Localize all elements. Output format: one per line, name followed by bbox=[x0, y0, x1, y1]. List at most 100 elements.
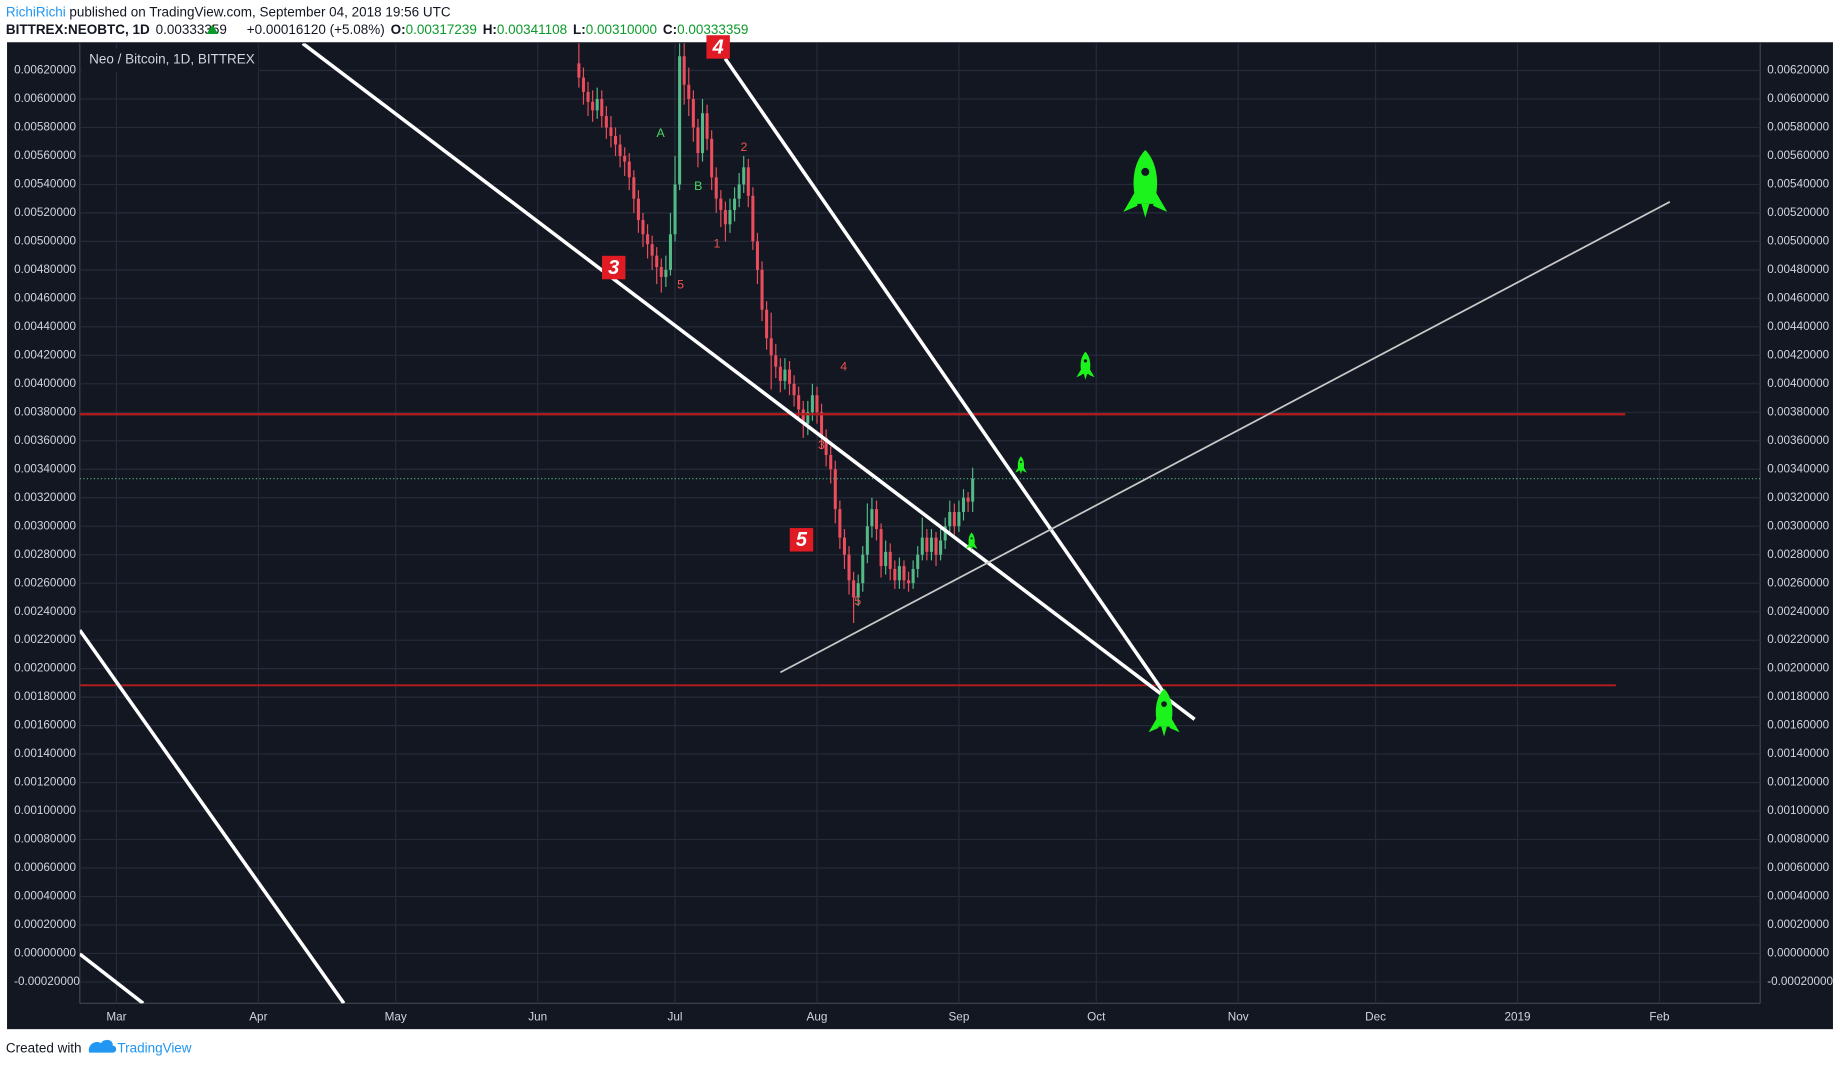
y-tick-label: 0.00280000 bbox=[14, 548, 76, 561]
y-tick-label-right: 0.00620000 bbox=[1767, 64, 1829, 77]
y-tick-label-right: 0.00420000 bbox=[1767, 348, 1829, 361]
y-tick-label: 0.00560000 bbox=[14, 149, 76, 162]
candle-body bbox=[751, 195, 755, 242]
y-tick-label: 0.00160000 bbox=[14, 719, 76, 732]
candle-body bbox=[728, 210, 732, 225]
y-tick-label-right: 0.00580000 bbox=[1767, 121, 1829, 134]
brand: TradingView bbox=[117, 1041, 191, 1056]
candle-body bbox=[852, 580, 856, 598]
candle-body bbox=[801, 409, 805, 424]
candle-body bbox=[710, 138, 714, 178]
candle-body bbox=[774, 355, 778, 367]
candle-body bbox=[888, 551, 892, 569]
wave-marker-box bbox=[601, 255, 626, 280]
low-value: 0.00310000 bbox=[586, 22, 657, 37]
candle-body bbox=[961, 497, 966, 512]
y-tick-label: 0.00500000 bbox=[14, 234, 76, 247]
grid bbox=[79, 43, 1761, 1004]
low-label: L: bbox=[573, 22, 586, 37]
candle-body bbox=[659, 267, 663, 277]
publish-line: RichiRichi published on TradingView.com, … bbox=[6, 4, 451, 19]
last-price: 0.00333359 bbox=[156, 22, 227, 37]
y-tick-label-right: 0.00020000 bbox=[1767, 918, 1829, 931]
open-value: 0.00317239 bbox=[406, 22, 477, 37]
candle-body bbox=[760, 269, 764, 310]
y-tick-label: 0.00380000 bbox=[14, 405, 76, 418]
wave-label: 5 bbox=[854, 594, 861, 608]
candles bbox=[79, 43, 1761, 624]
candle-body bbox=[746, 167, 750, 196]
y-tick-label: 0.00300000 bbox=[14, 519, 76, 532]
wave-label: A bbox=[657, 126, 666, 140]
candle-body bbox=[797, 395, 801, 410]
y-tick-label: 0.00240000 bbox=[14, 605, 76, 618]
wave-label: 1 bbox=[714, 236, 721, 250]
trend-line bbox=[79, 629, 346, 1004]
chart-panel bbox=[7, 42, 1833, 1030]
candle-body bbox=[948, 511, 952, 527]
y-tick-label-right: 0.00140000 bbox=[1767, 747, 1829, 760]
wave-label: B bbox=[694, 179, 702, 193]
candle-body bbox=[897, 566, 901, 581]
y-tick-label-right: 0.00460000 bbox=[1767, 291, 1829, 304]
y-tick-label: 0.00040000 bbox=[14, 890, 76, 903]
trend-line bbox=[79, 952, 145, 1004]
candle-body bbox=[810, 395, 814, 413]
y-tick-label: 0.00340000 bbox=[14, 462, 76, 475]
wave-marker-box bbox=[706, 35, 730, 59]
candle-body bbox=[623, 155, 627, 162]
candle-body bbox=[893, 568, 897, 581]
candle-body bbox=[934, 537, 938, 555]
candle-body bbox=[609, 127, 613, 136]
candle-body bbox=[705, 113, 709, 139]
candle-body bbox=[719, 198, 723, 211]
x-tick-label: Dec bbox=[1365, 1010, 1386, 1023]
candle-body bbox=[696, 127, 700, 154]
x-tick-label: Feb bbox=[1649, 1010, 1670, 1023]
y-tick-label: 0.00460000 bbox=[14, 291, 76, 304]
chart-title: Neo / Bitcoin, 1D, BITTREX bbox=[89, 51, 255, 66]
y-tick-label: 0.00100000 bbox=[14, 804, 76, 817]
candle-body bbox=[595, 98, 599, 111]
channel-line bbox=[779, 201, 1671, 674]
y-tick-label-right: 0.00440000 bbox=[1767, 320, 1829, 333]
y-tick-label: 0.00440000 bbox=[14, 320, 76, 333]
candle-body bbox=[618, 144, 622, 156]
y-tick-label-right: 0.00560000 bbox=[1767, 149, 1829, 162]
candle-body bbox=[929, 537, 933, 552]
y-tick-label: 0.00260000 bbox=[14, 576, 76, 589]
change: +0.00016120 (+5.08%) bbox=[247, 22, 385, 37]
y-tick-label-right: 0.00200000 bbox=[1767, 662, 1829, 675]
candle-body bbox=[861, 554, 865, 584]
y-tick-label: 0.00420000 bbox=[14, 348, 76, 361]
candle-body bbox=[655, 255, 659, 268]
candle-body bbox=[714, 177, 718, 199]
x-tick-label: Jun bbox=[528, 1010, 547, 1023]
y-tick-label-right: 0.00520000 bbox=[1767, 206, 1829, 219]
y-tick-label-right: 0.00500000 bbox=[1767, 234, 1829, 247]
candle-body bbox=[613, 135, 618, 145]
candle-body bbox=[600, 98, 604, 117]
candle-body bbox=[957, 511, 961, 527]
y-tick-label-right: 0.00180000 bbox=[1767, 690, 1829, 703]
candle-body bbox=[806, 412, 810, 424]
y-tick-label-right: 0.00220000 bbox=[1767, 633, 1829, 646]
y-tick-label-right: 0.00360000 bbox=[1767, 434, 1829, 447]
high-label: H: bbox=[483, 22, 497, 37]
close-value: 0.00333359 bbox=[677, 22, 748, 37]
candle-body bbox=[581, 77, 585, 92]
brand-logo bbox=[88, 1039, 117, 1053]
y-tick-label: 0.00580000 bbox=[14, 121, 76, 134]
y-tick-label: 0.00320000 bbox=[14, 491, 76, 504]
y-tick-label: -0.00020000 bbox=[14, 975, 80, 988]
candle-body bbox=[916, 554, 920, 569]
created-with: Created with bbox=[6, 1041, 82, 1056]
candle-body bbox=[755, 241, 759, 270]
y-tick-label: 0.00000000 bbox=[14, 947, 76, 960]
candle-body bbox=[687, 84, 691, 99]
candle-body bbox=[847, 554, 851, 581]
wave-marker: 5 bbox=[796, 529, 808, 551]
y-tick-label-right: 0.00160000 bbox=[1767, 719, 1829, 732]
candle-body bbox=[971, 478, 975, 502]
